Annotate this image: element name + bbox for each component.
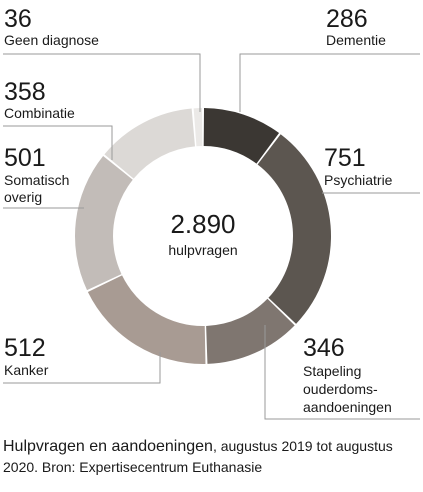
label-stapeling-line3: aandoeningen [303, 399, 392, 415]
label-stapeling-line1: Stapeling [303, 363, 361, 379]
slice-kanker [87, 275, 206, 364]
label-psychiatrie: Psychiatrie [324, 172, 393, 188]
leader-line-stapeling [264, 325, 420, 420]
slice-dementie [203, 108, 280, 164]
leader-line-dementie [239, 53, 420, 112]
value-psychiatrie: 751 [324, 144, 366, 172]
label-stapeling-line2: ouderdoms- [303, 381, 378, 397]
value-somatisch-overig: 501 [4, 144, 46, 172]
value-combinatie: 358 [4, 78, 46, 106]
center-total: 2.890 [170, 209, 235, 239]
center-label: hulpvragen [168, 242, 237, 258]
slice-combinatie [104, 108, 196, 179]
slice-psychiatrie [257, 134, 332, 324]
donut-slices [75, 108, 332, 364]
label-somatisch-overig-line1: Somatisch [4, 172, 69, 188]
slice-stapeling-ouderdoms-aandoeningen [206, 298, 295, 364]
leader-line-kanker [3, 352, 161, 384]
label-dementie: Dementie [326, 32, 386, 48]
value-dementie: 286 [326, 5, 368, 33]
value-geen-diagnose: 36 [4, 5, 32, 33]
slice-somatisch-overig [75, 155, 133, 291]
leader-line-combinatie [3, 125, 113, 160]
value-kanker: 512 [4, 334, 46, 362]
slice-geen-diagnose [193, 108, 203, 147]
caption-title: Hulpvragen en aandoeningen [3, 438, 213, 455]
leader-lines [3, 53, 420, 420]
label-somatisch-overig-line2: overig [4, 189, 42, 205]
figure-caption: Hulpvragen en aandoeningen, augustus 201… [3, 436, 421, 477]
value-stapeling: 346 [303, 334, 345, 362]
label-combinatie: Combinatie [4, 105, 75, 121]
label-kanker: Kanker [4, 362, 49, 378]
leader-line-geen-diagnose [3, 53, 201, 112]
label-geen-diagnose: Geen diagnose [4, 32, 99, 48]
donut-chart: 36 Geen diagnose 286 Dementie 358 Combin… [3, 5, 420, 420]
caption-text: , augustus 2019 tot augustus 2020. Bron:… [3, 438, 393, 475]
